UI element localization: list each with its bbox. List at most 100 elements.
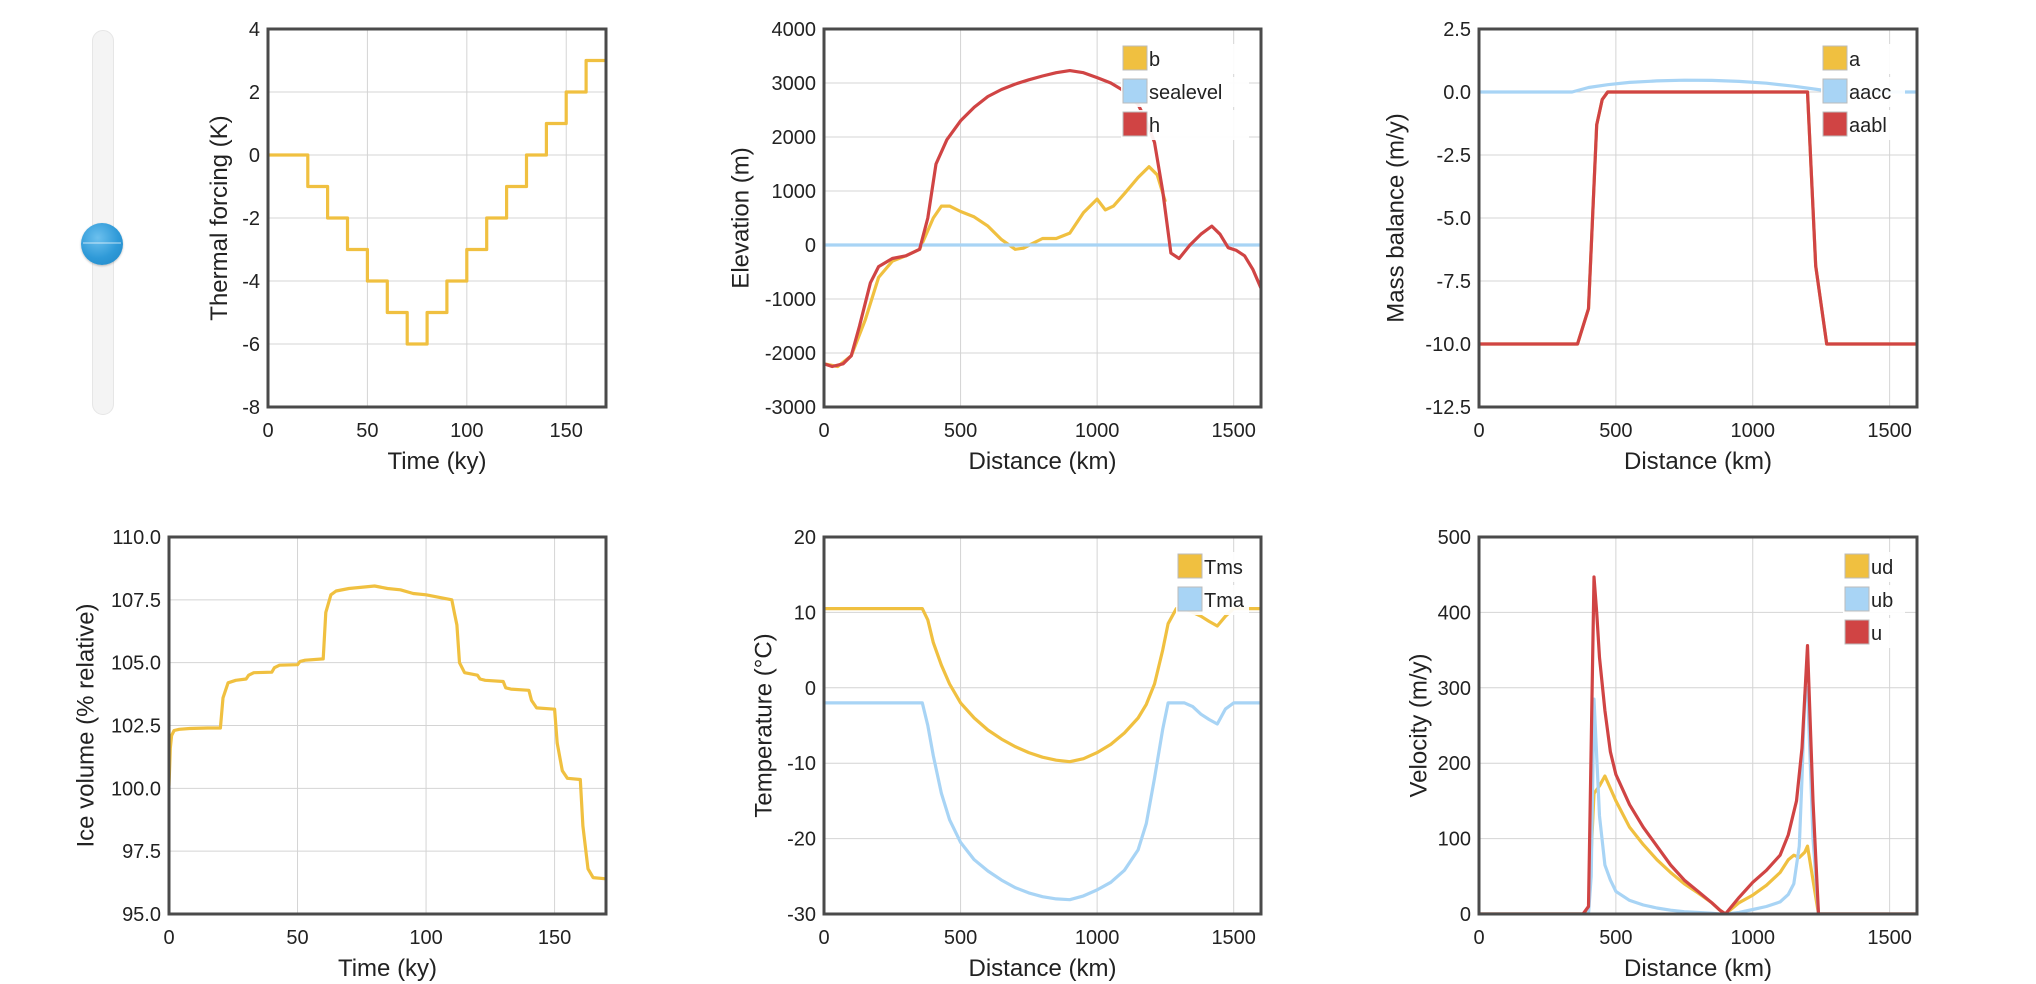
y-tick-label: 200 [1438,753,1471,775]
legend-entry: a [1849,49,1861,71]
series-group [824,607,1261,902]
x-axis-label: Time (ky) [338,955,437,982]
x-tick-label: 500 [1599,927,1632,949]
x-tick-label: 100 [450,420,483,442]
x-axis-label: Distance (km) [1624,448,1772,475]
legend-swatch [1122,111,1148,137]
y-tick-label: 0 [805,678,816,700]
x-tick-label: 1500 [1211,420,1256,442]
legend-entry: ub [1871,590,1893,612]
x-tick-label: 150 [538,927,571,949]
x-tick-label: 100 [409,927,442,949]
series-line-Tma [824,701,1261,902]
x-tick-label: 0 [1473,927,1484,949]
chart-5: 0 500 1000 1500 -30 -20 -10 0 10 20 Distance (km) T… [751,527,1263,982]
legend-entry: ud [1871,557,1893,579]
x-tick-label: 1000 [1731,927,1776,949]
x-tick-label: 1000 [1731,420,1776,442]
y-tick-label: 2.5 [1443,19,1471,41]
legend-entry: b [1149,49,1160,71]
forcing-slider-thumb[interactable] [81,223,123,265]
legend-swatch [1177,553,1203,579]
y-tick-label: 3000 [772,73,817,95]
legend-entry: h [1149,115,1160,137]
plot-frame [822,27,1263,409]
y-axis-label: Velocity (m/y) [1406,653,1433,797]
x-tick-label: 0 [818,927,829,949]
y-axis-label: Thermal forcing (K) [206,115,233,320]
y-tick-label: 100.0 [111,778,161,800]
legend-entry: u [1871,623,1882,645]
y-tick-label: 400 [1438,602,1471,624]
chart-3: 0 500 1000 1500 -12.5 -10.0 -7.5 -5.0 -2.5 0.0 2.5… [1383,19,1919,475]
x-tick-label: 50 [286,927,308,949]
series-group [824,69,1261,369]
x-tick-label: 1000 [1075,420,1120,442]
y-tick-label: -2.5 [1437,145,1471,167]
legend-swatch [1122,45,1148,71]
chart-2: 0 500 1000 1500 -3000 -2000 -1000 0 1000 2000 3000… [728,19,1263,475]
x-axis-label: Distance (km) [968,955,1116,982]
y-tick-label: 0 [805,235,816,257]
y-tick-label: 102.5 [111,716,161,738]
series-group [268,58,606,346]
y-tick-label: 10 [794,602,816,624]
y-tick-label: 105.0 [111,653,161,675]
x-axis-label: Time (ky) [387,448,486,475]
y-tick-label: -30 [787,904,816,926]
x-tick-label: 0 [1473,420,1484,442]
y-tick-label: -5.0 [1437,208,1471,230]
y-tick-label: 0 [1460,904,1471,926]
y-tick-label: -4 [242,271,260,293]
series-line-Tms [824,607,1261,764]
y-tick-label: 110.0 [112,527,161,549]
y-axis-label: Mass balance (m/y) [1383,113,1410,322]
x-tick-label: 0 [818,420,829,442]
y-axis-label: Temperature (°C) [751,633,778,817]
y-tick-label: -1000 [765,289,816,311]
plot-frame [822,535,1263,916]
legend-swatch [1177,586,1203,612]
x-tick-label: 1500 [1211,927,1256,949]
x-tick-label: 0 [163,927,174,949]
legend-swatch [1822,45,1848,71]
y-tick-label: -10.0 [1425,334,1471,356]
y-tick-label: 1000 [772,181,817,203]
series-line-series [268,58,606,346]
legend-swatch [1844,586,1870,612]
y-tick-label: -8 [242,397,260,419]
x-tick-label: 1000 [1075,927,1120,949]
chart-6: 0 500 1000 1500 0 100 200 300 400 500 Distance (km… [1406,527,1919,982]
y-tick-label: 2000 [772,127,817,149]
y-tick-label: -7.5 [1437,271,1471,293]
chart-1: 0 50 100 150 -8 -6 -4 -2 0 2 4 Time (ky) Thermal for… [206,19,608,475]
y-tick-label: -6 [242,334,260,356]
y-tick-label: 500 [1438,527,1471,549]
plot-frame [1477,27,1919,409]
x-tick-label: 150 [550,420,583,442]
x-tick-label: 1500 [1867,927,1912,949]
x-tick-label: 500 [944,420,977,442]
legend-entry: Tma [1204,590,1245,612]
y-tick-label: -3000 [765,397,816,419]
y-tick-label: -2000 [765,343,816,365]
y-tick-label: 300 [1438,678,1471,700]
legend-swatch [1822,78,1848,104]
plot-frame [266,27,608,409]
forcing-slider-track[interactable] [92,30,114,415]
y-axis-label: Elevation (m) [728,147,755,288]
series-line-ub [1479,686,1917,914]
y-tick-label: 0.0 [1443,82,1471,104]
legend-swatch [1822,111,1848,137]
legend-swatch [1844,553,1870,579]
series-line-series [169,584,606,881]
y-tick-label: 4 [249,19,260,41]
y-axis-label: Ice volume (% relative) [73,603,100,847]
legend-swatch [1844,619,1870,645]
y-tick-label: 0 [249,145,260,167]
series-line-b [824,165,1167,369]
series-line-aabl [1479,90,1917,346]
x-tick-label: 0 [262,420,273,442]
